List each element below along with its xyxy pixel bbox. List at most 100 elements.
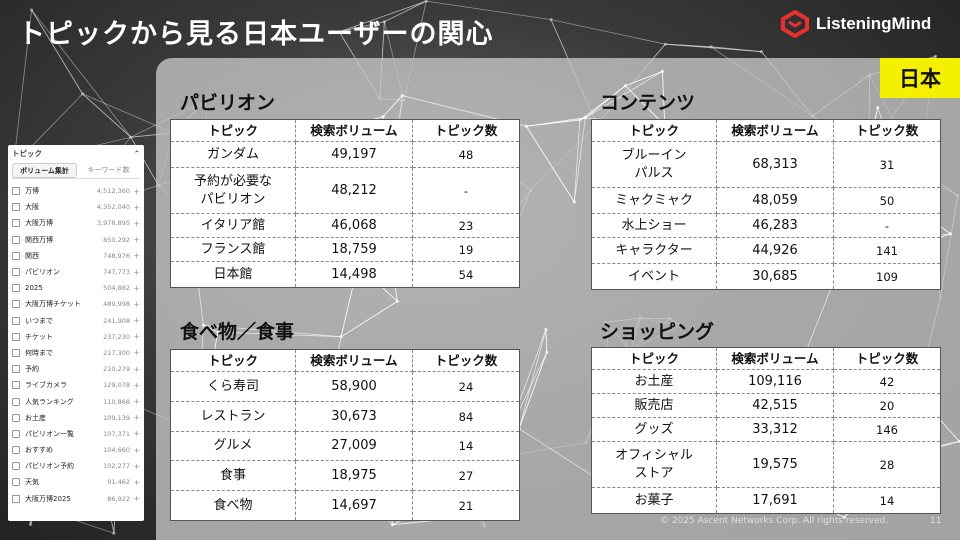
- table-row: オフィシャル ストア 19,575 28: [591, 441, 941, 488]
- list-item[interactable]: パビリオン 747,773 +: [8, 264, 144, 280]
- list-item[interactable]: 予約 210,279 +: [8, 361, 144, 377]
- logo-text: ListeningMind: [816, 14, 932, 33]
- keyword-label: 何時まで: [25, 348, 53, 357]
- list-item[interactable]: 大阪 4,352,040 +: [8, 199, 144, 215]
- checkbox[interactable]: [12, 478, 20, 487]
- volume-cell: 49,197: [295, 141, 413, 168]
- plus-icon[interactable]: +: [133, 299, 140, 309]
- list-item[interactable]: 何時まで 217,300 +: [8, 345, 144, 361]
- list-item[interactable]: いつまで 241,908 +: [8, 313, 144, 329]
- list-item[interactable]: 人気ランキング 110,868 +: [8, 393, 144, 409]
- topic-cell: レストラン: [170, 401, 296, 432]
- tab-keyword-count[interactable]: キーワード数: [87, 166, 130, 174]
- list-item[interactable]: おすすめ 104,660 +: [8, 442, 144, 458]
- list-item[interactable]: パビリオン一覧 107,371 +: [8, 426, 144, 442]
- checkbox[interactable]: [12, 332, 20, 341]
- plus-icon[interactable]: +: [133, 461, 140, 471]
- list-item[interactable]: 関西万博 850,292 +: [8, 232, 144, 248]
- count-cell: 109: [833, 263, 941, 290]
- plus-icon[interactable]: +: [133, 494, 140, 504]
- tab-volume-total[interactable]: ボリューム集計: [12, 163, 77, 178]
- keyword-label: パビリオン一覧: [25, 429, 74, 438]
- plus-icon[interactable]: +: [133, 283, 140, 293]
- checkbox[interactable]: [12, 284, 20, 293]
- count-cell: -: [833, 213, 941, 238]
- checkbox[interactable]: [12, 219, 20, 228]
- keyword-volume: 217,300: [103, 348, 130, 357]
- list-item[interactable]: 天気 91,462 +: [8, 474, 144, 490]
- list-item[interactable]: 万博 4,512,360 +: [8, 183, 144, 199]
- checkbox[interactable]: [12, 446, 20, 455]
- checkbox[interactable]: [12, 268, 20, 277]
- plus-icon[interactable]: +: [133, 251, 140, 261]
- plus-icon[interactable]: +: [133, 316, 140, 326]
- column-header-count: トピック数: [412, 119, 520, 142]
- column-header-count: トピック数: [833, 347, 941, 370]
- list-item[interactable]: パビリオン予約 102,277 +: [8, 458, 144, 474]
- plus-icon[interactable]: +: [133, 267, 140, 277]
- list-item[interactable]: チケット 237,230 +: [8, 329, 144, 345]
- table-row: 販売店 42,515 20: [591, 393, 941, 418]
- checkbox[interactable]: [12, 397, 20, 406]
- checkbox[interactable]: [12, 348, 20, 357]
- checkbox[interactable]: [12, 187, 20, 196]
- list-item[interactable]: 大阪万博チケット 489,998 +: [8, 296, 144, 312]
- count-cell: 50: [833, 187, 941, 214]
- count-cell: 48: [412, 141, 520, 168]
- plus-icon[interactable]: +: [133, 235, 140, 245]
- column-header-volume: 検索ボリューム: [295, 119, 413, 142]
- list-item[interactable]: 2025 504,882 +: [8, 280, 144, 296]
- checkbox[interactable]: [12, 316, 20, 325]
- list-item[interactable]: 大阪万博 3,978,895 +: [8, 215, 144, 231]
- list-item[interactable]: ライブカメラ 129,078 +: [8, 377, 144, 393]
- table-header-row: トピック 検索ボリューム トピック数: [170, 349, 520, 372]
- keyword-volume: 747,773: [103, 268, 130, 277]
- column-header-count: トピック数: [833, 119, 941, 142]
- keyword-label: パビリオン: [25, 268, 60, 277]
- checkbox[interactable]: [12, 429, 20, 438]
- plus-icon[interactable]: +: [133, 397, 140, 407]
- plus-icon[interactable]: +: [133, 364, 140, 374]
- checkbox[interactable]: [12, 203, 20, 212]
- count-cell: 146: [833, 417, 941, 442]
- topic-cell: ミャクミャク: [591, 187, 717, 214]
- count-cell: 20: [833, 393, 941, 418]
- plus-icon[interactable]: +: [133, 202, 140, 212]
- count-cell: 42: [833, 369, 941, 394]
- checkbox[interactable]: [12, 235, 20, 244]
- checkbox[interactable]: [12, 494, 20, 503]
- plus-icon[interactable]: +: [133, 332, 140, 342]
- volume-cell: 48,059: [716, 187, 834, 214]
- plus-icon[interactable]: +: [133, 186, 140, 196]
- plus-icon[interactable]: +: [133, 218, 140, 228]
- plus-icon[interactable]: +: [133, 413, 140, 423]
- table-header-row: トピック 検索ボリューム トピック数: [591, 119, 941, 142]
- chevron-up-icon[interactable]: ⌃: [133, 148, 140, 158]
- checkbox[interactable]: [12, 413, 20, 422]
- checkbox[interactable]: [12, 365, 20, 374]
- keyword-label: パビリオン予約: [25, 462, 74, 471]
- table-row: くら寿司 58,900 24: [170, 371, 520, 402]
- plus-icon[interactable]: +: [133, 445, 140, 455]
- plus-icon[interactable]: +: [133, 477, 140, 487]
- topic-cell: ブルーイン パルス: [591, 141, 717, 188]
- topic-cell: グルメ: [170, 431, 296, 461]
- checkbox[interactable]: [12, 381, 20, 390]
- count-cell: 23: [412, 213, 520, 238]
- checkbox[interactable]: [12, 462, 20, 471]
- list-item[interactable]: 大阪万博2025 86,922 +: [8, 491, 144, 507]
- keyword-label: 万博: [25, 187, 39, 196]
- plus-icon[interactable]: +: [133, 380, 140, 390]
- keyword-volume: 102,277: [103, 462, 130, 471]
- keyword-label: ライブカメラ: [25, 381, 67, 390]
- column-header-topic: トピック: [170, 349, 296, 372]
- table-row: フランス館 18,759 19: [170, 237, 520, 262]
- checkbox[interactable]: [12, 251, 20, 260]
- plus-icon[interactable]: +: [133, 429, 140, 439]
- checkbox[interactable]: [12, 300, 20, 309]
- list-item[interactable]: お土産 109,139 +: [8, 410, 144, 426]
- volume-cell: 27,009: [295, 431, 413, 461]
- list-item[interactable]: 関西 748,976 +: [8, 248, 144, 264]
- plus-icon[interactable]: +: [133, 348, 140, 358]
- section-title-shopping: ショッピング: [600, 321, 715, 343]
